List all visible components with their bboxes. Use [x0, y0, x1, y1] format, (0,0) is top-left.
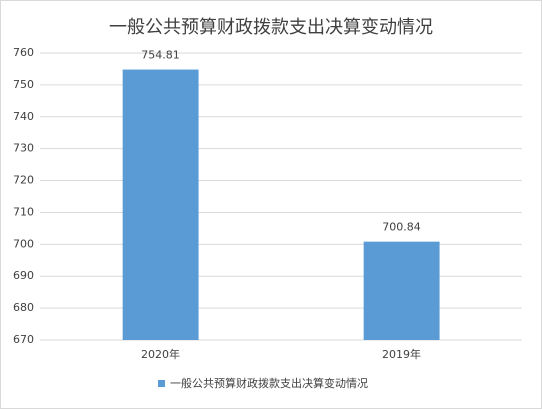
y-tick-label: 760 — [13, 46, 34, 59]
y-tick-label: 740 — [13, 110, 34, 123]
bar — [122, 69, 199, 341]
y-tick-label: 750 — [13, 78, 34, 91]
y-tick-label: 730 — [13, 142, 34, 155]
bar — [363, 241, 440, 340]
x-tick-label: 2020年 — [141, 347, 180, 361]
y-tick-label: 720 — [13, 174, 34, 187]
y-tick-label: 710 — [13, 205, 34, 218]
y-tick-label: 680 — [13, 301, 34, 314]
y-tick-label: 700 — [13, 237, 34, 250]
data-label: 754.81 — [141, 49, 180, 62]
chart-title: 一般公共预算财政拨款支出决算变动情况 — [109, 17, 433, 38]
data-label: 700.84 — [382, 221, 421, 234]
legend-label: 一般公共预算财政拨款支出决算变动情况 — [170, 376, 368, 390]
y-tick-label: 690 — [13, 269, 34, 282]
x-tick-label: 2019年 — [382, 347, 421, 361]
y-tick-label: 670 — [13, 333, 34, 346]
legend-swatch — [158, 380, 165, 387]
